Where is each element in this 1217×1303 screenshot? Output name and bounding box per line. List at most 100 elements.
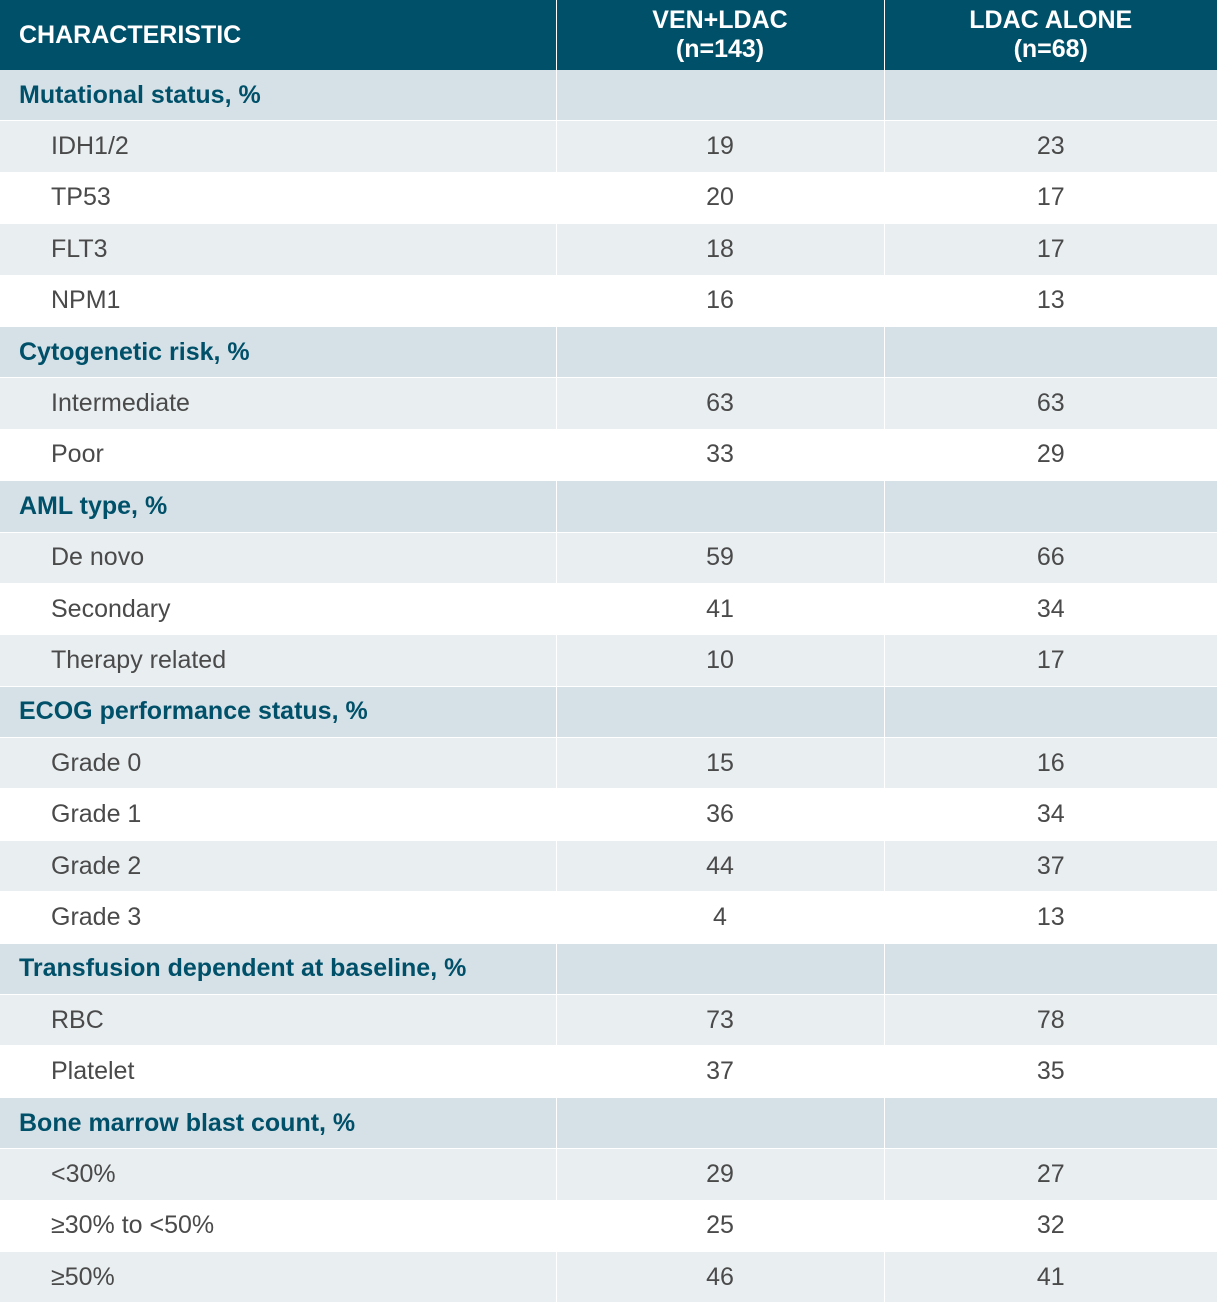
section-empty-cell: [884, 1097, 1217, 1148]
section-title: Mutational status, %: [0, 70, 556, 121]
section-row: Cytogenetic risk, %: [0, 326, 1217, 377]
ldac-alone-value: 32: [884, 1200, 1217, 1251]
section-empty-cell: [556, 686, 884, 737]
row-label: ≥50%: [0, 1251, 556, 1302]
ven-ldac-value: 37: [556, 1046, 884, 1097]
section-row: Transfusion dependent at baseline, %: [0, 943, 1217, 994]
section-row: Bone marrow blast count, %: [0, 1097, 1217, 1148]
section-empty-cell: [884, 686, 1217, 737]
row-label: Grade 2: [0, 840, 556, 891]
ven-ldac-value: 33: [556, 429, 884, 480]
row-label: IDH1/2: [0, 121, 556, 172]
row-label: <30%: [0, 1149, 556, 1200]
table-header-row: CHARACTERISTIC VEN+LDAC (n=143) LDAC ALO…: [0, 0, 1217, 70]
row-label: Poor: [0, 429, 556, 480]
ven-ldac-value: 46: [556, 1251, 884, 1302]
ldac-alone-value: 17: [884, 224, 1217, 275]
row-label: NPM1: [0, 275, 556, 326]
row-label: Therapy related: [0, 635, 556, 686]
ven-ldac-value: 20: [556, 172, 884, 223]
ven-ldac-value: 25: [556, 1200, 884, 1251]
header-characteristic: CHARACTERISTIC: [0, 0, 556, 70]
row-label: FLT3: [0, 224, 556, 275]
ldac-alone-value: 17: [884, 172, 1217, 223]
ldac-alone-value: 16: [884, 738, 1217, 789]
section-title: Cytogenetic risk, %: [0, 326, 556, 377]
section-row: ECOG performance status, %: [0, 686, 1217, 737]
ldac-alone-value: 35: [884, 1046, 1217, 1097]
ven-ldac-value: 10: [556, 635, 884, 686]
ven-ldac-value: 4: [556, 892, 884, 943]
header-ldac-alone-n: (n=68): [885, 35, 1217, 64]
section-row: Mutational status, %: [0, 70, 1217, 121]
ldac-alone-value: 63: [884, 378, 1217, 429]
row-label: Grade 1: [0, 789, 556, 840]
ven-ldac-value: 59: [556, 532, 884, 583]
ven-ldac-value: 36: [556, 789, 884, 840]
section-empty-cell: [556, 943, 884, 994]
section-empty-cell: [556, 326, 884, 377]
section-title: Bone marrow blast count, %: [0, 1097, 556, 1148]
ven-ldac-value: 29: [556, 1149, 884, 1200]
ldac-alone-value: 66: [884, 532, 1217, 583]
header-ldac-alone: LDAC ALONE (n=68): [884, 0, 1217, 70]
section-empty-cell: [556, 70, 884, 121]
ldac-alone-value: 34: [884, 789, 1217, 840]
section-title: AML type, %: [0, 481, 556, 532]
ven-ldac-value: 44: [556, 840, 884, 891]
ven-ldac-value: 18: [556, 224, 884, 275]
ven-ldac-value: 19: [556, 121, 884, 172]
row-label: Grade 0: [0, 738, 556, 789]
header-ven-ldac: VEN+LDAC (n=143): [556, 0, 884, 70]
section-empty-cell: [556, 481, 884, 532]
section-row: AML type, %: [0, 481, 1217, 532]
ldac-alone-value: 34: [884, 583, 1217, 634]
row-label: Grade 3: [0, 892, 556, 943]
ldac-alone-value: 13: [884, 892, 1217, 943]
ven-ldac-value: 63: [556, 378, 884, 429]
row-label: Secondary: [0, 583, 556, 634]
section-empty-cell: [884, 943, 1217, 994]
ven-ldac-value: 41: [556, 583, 884, 634]
section-empty-cell: [884, 326, 1217, 377]
ldac-alone-value: 23: [884, 121, 1217, 172]
header-ven-ldac-n: (n=143): [557, 35, 884, 64]
section-title: ECOG performance status, %: [0, 686, 556, 737]
ldac-alone-value: 17: [884, 635, 1217, 686]
ldac-alone-value: 13: [884, 275, 1217, 326]
row-label: TP53: [0, 172, 556, 223]
header-ven-ldac-name: VEN+LDAC: [557, 6, 884, 35]
ven-ldac-value: 16: [556, 275, 884, 326]
row-label: Intermediate: [0, 378, 556, 429]
ldac-alone-value: 37: [884, 840, 1217, 891]
section-title: Transfusion dependent at baseline, %: [0, 943, 556, 994]
row-label: Platelet: [0, 1046, 556, 1097]
ven-ldac-value: 73: [556, 995, 884, 1046]
ven-ldac-value: 15: [556, 738, 884, 789]
row-label: RBC: [0, 995, 556, 1046]
ldac-alone-value: 41: [884, 1251, 1217, 1302]
ldac-alone-value: 78: [884, 995, 1217, 1046]
section-empty-cell: [556, 1097, 884, 1148]
section-empty-cell: [884, 481, 1217, 532]
